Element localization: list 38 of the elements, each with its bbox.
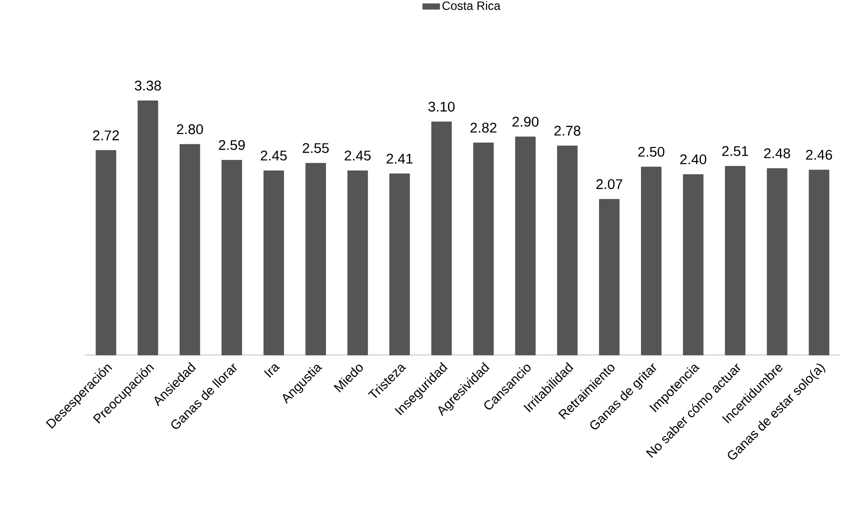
data-label: 3.38 [134, 80, 161, 91]
bar [766, 168, 788, 356]
data-label: 2.82 [470, 122, 496, 133]
bar [431, 122, 452, 356]
bar [96, 150, 116, 356]
data-label: 2.59 [218, 140, 245, 150]
data-label: 2.90 [512, 116, 538, 127]
data-label: 2.48 [764, 148, 790, 158]
bar [180, 144, 200, 356]
bar [641, 166, 662, 356]
data-label: 3.10 [428, 102, 455, 112]
data-label: 2.45 [260, 150, 287, 161]
bar [515, 136, 536, 356]
data-label: 2.45 [344, 150, 371, 161]
data-label: 2.50 [638, 146, 664, 157]
bar [222, 160, 242, 356]
data-label: 2.07 [596, 179, 622, 190]
data-label: 2.55 [302, 143, 329, 153]
x-tick-label: Ira [264, 364, 280, 378]
bar [305, 162, 326, 356]
bar [347, 170, 368, 356]
data-label: 2.72 [93, 130, 119, 140]
legend-label: Costa Rica [442, 1, 501, 10]
bar [724, 166, 746, 356]
bar [389, 174, 410, 356]
bar [138, 100, 158, 356]
data-label: 2.80 [176, 124, 203, 134]
data-label: 2.51 [722, 146, 748, 156]
bar [808, 170, 830, 356]
bar [557, 146, 578, 356]
data-label: 2.78 [554, 126, 580, 136]
bar [599, 199, 620, 356]
bar [683, 174, 704, 356]
data-label: 2.40 [680, 154, 706, 164]
bar [264, 170, 284, 356]
data-label: 2.46 [806, 150, 832, 160]
bar [473, 142, 494, 356]
data-label: 2.41 [386, 154, 413, 164]
